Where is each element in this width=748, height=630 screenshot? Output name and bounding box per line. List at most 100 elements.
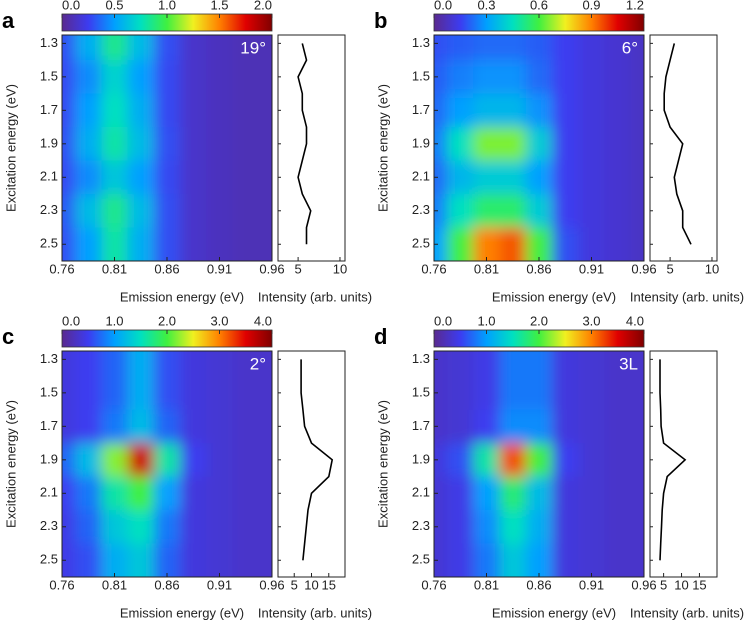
y-tick-label: 1.3: [412, 351, 430, 366]
heatmap-cell: [153, 227, 181, 261]
heatmap-cell: [578, 60, 606, 95]
heatmap-cell: [525, 443, 553, 478]
heatmap-cell: [499, 227, 527, 261]
x-tick-label: 0.76: [49, 577, 74, 592]
y-tick-label: 2.3: [412, 202, 430, 217]
heatmap-cell: [62, 376, 76, 411]
heatmap-cell: [62, 160, 76, 195]
heatmap-cell: [447, 476, 474, 511]
annotation: 3L: [619, 354, 638, 373]
y-tick-label: 1.5: [40, 384, 58, 399]
heatmap-cell: [447, 160, 474, 195]
heatmap-cell: [232, 510, 260, 545]
heatmap-cell: [434, 160, 448, 195]
heatmap-cell: [206, 160, 234, 195]
heatmap-cell: [499, 510, 527, 545]
heatmap-cell: [206, 35, 234, 61]
heatmap-cell: [473, 194, 501, 229]
heatmap-cell: [499, 443, 527, 478]
heatmap-cell: [232, 93, 260, 128]
heatmap-cell: [525, 93, 553, 128]
heatmap-cell: [206, 60, 234, 95]
heatmap-cell: [127, 35, 155, 61]
x-tick-label: 0.81: [474, 261, 499, 276]
heatmap-cell: [180, 351, 207, 377]
heatmap-cell: [258, 194, 272, 229]
heatmap-cell: [525, 409, 553, 444]
heatmap-cell: [101, 409, 129, 444]
colorbar-tick-label: 1.0: [105, 313, 123, 328]
y-tick-label: 2.3: [40, 202, 58, 217]
x-tick-label: 0.96: [631, 261, 656, 276]
heatmap-cell: [180, 93, 207, 128]
heatmap-cell: [127, 160, 155, 195]
heatmap-cell: [525, 510, 553, 545]
colorbar-tick-label: 1.0: [477, 313, 495, 328]
heatmap-cell: [604, 476, 632, 511]
heatmap-cell: [630, 93, 644, 128]
x-axis-label: Emission energy (eV): [492, 289, 616, 304]
x-tick-label: 0.96: [259, 261, 284, 276]
y-tick-label: 2.1: [40, 485, 58, 500]
heatmap-cell: [473, 60, 501, 95]
heatmap-cell: [447, 351, 474, 377]
heatmap-cell: [206, 351, 234, 377]
heatmap-cell: [447, 127, 474, 162]
y-tick-label: 1.9: [40, 135, 58, 150]
heatmap-cell: [447, 376, 474, 411]
profile-tick-label: 10: [304, 577, 318, 592]
heatmap-cell: [232, 443, 260, 478]
heatmap-cell: [206, 376, 234, 411]
heatmap-cell: [101, 127, 129, 162]
heatmap-cell: [525, 543, 553, 577]
profile-frame: [277, 34, 346, 262]
heatmap-cells: [62, 351, 272, 577]
profile-axis-label: Intensity (arb. units): [258, 289, 372, 304]
colorbar-tick-label: 2.0: [158, 313, 176, 328]
heatmap-cell: [473, 510, 501, 545]
heatmap-cell: [206, 127, 234, 162]
heatmap-cell: [434, 510, 448, 545]
heatmap-cell: [604, 376, 632, 411]
heatmap: [434, 351, 644, 577]
x-axis-label: Emission energy (eV): [492, 605, 616, 620]
heatmap-cell: [232, 351, 260, 377]
heatmap-cell: [630, 543, 644, 577]
y-tick-label: 2.1: [412, 169, 430, 184]
x-tick-label: 0.81: [102, 577, 127, 592]
heatmap-cell: [578, 443, 606, 478]
x-axis-label: Emission energy (eV): [120, 605, 244, 620]
panel-label: d: [374, 324, 387, 349]
y-tick-label: 1.7: [40, 418, 58, 433]
heatmap-cell: [62, 194, 76, 229]
colorbar-tick-label: 0.5: [105, 0, 123, 12]
heatmap-cell: [630, 227, 644, 261]
heatmap-cell: [75, 443, 102, 478]
heatmap-cell: [630, 376, 644, 411]
y-tick-label: 1.9: [40, 451, 58, 466]
colorbar-tick-label: 0.0: [62, 313, 80, 328]
heatmap-cell: [552, 409, 579, 444]
heatmap-cell: [447, 543, 474, 577]
heatmap-cell: [552, 510, 579, 545]
heatmap-cell: [75, 227, 102, 261]
y-tick-label: 1.5: [412, 384, 430, 399]
heatmap-cell: [499, 127, 527, 162]
profile-tick-label: 5: [291, 577, 298, 592]
colorbar-tick-label: 2.0: [530, 313, 548, 328]
heatmap-cell: [630, 510, 644, 545]
heatmap-cell: [499, 351, 527, 377]
heatmap-cell: [75, 409, 102, 444]
profile-tick-label: 10: [705, 261, 719, 276]
heatmap-cell: [127, 351, 155, 377]
heatmap-cell: [153, 351, 181, 377]
heatmap-cell: [578, 351, 606, 377]
heatmap-cell: [127, 543, 155, 577]
heatmap-cell: [434, 35, 448, 61]
heatmap-cell: [630, 443, 644, 478]
heatmap-cell: [101, 160, 129, 195]
heatmap-cell: [101, 351, 129, 377]
heatmap-cell: [604, 510, 632, 545]
heatmap-cell: [434, 376, 448, 411]
